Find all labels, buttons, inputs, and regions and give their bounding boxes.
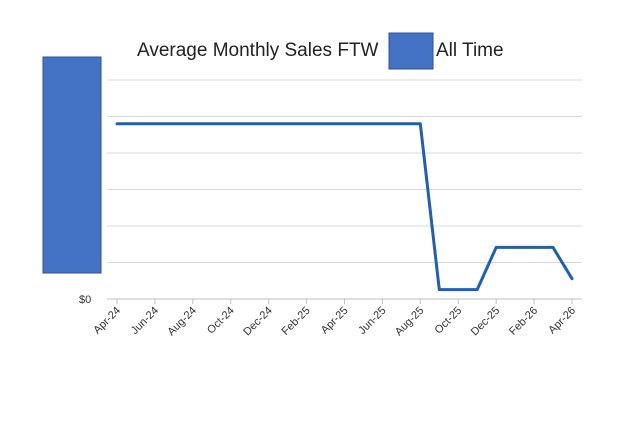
series-line [115, 122, 574, 292]
y-tick-label: $0 [79, 294, 91, 306]
x-tick-label: Oct-25 [433, 305, 465, 337]
chart-title: Average Monthly Sales FTW [137, 40, 379, 61]
series-group [115, 122, 574, 292]
x-tick-label: Feb-26 [507, 305, 540, 338]
x-tick-labels: Apr-24 Jun-24 Aug-24 Oct-24 Dec-24 Feb-25 Apr-… [91, 299, 578, 338]
x-tick-label: Jun-25 [356, 305, 388, 337]
x-tick-label: Jun-24 [129, 305, 161, 337]
x-tick-label: Dec-24 [241, 305, 275, 339]
x-tick-label: Dec-25 [469, 305, 503, 339]
gridlines [107, 79, 582, 263]
legend-swatch [388, 32, 434, 70]
x-tick-label: Oct-24 [205, 305, 237, 337]
legend-label: All Time [436, 40, 504, 61]
x-tick-label: Apr-25 [319, 305, 351, 337]
x-tick-label: Apr-24 [91, 305, 123, 337]
x-tick-label: Feb-25 [280, 305, 313, 338]
x-tick-label: Apr-26 [546, 305, 578, 337]
x-tick-label: Aug-24 [165, 305, 199, 339]
overlay-bar [42, 56, 102, 274]
x-tick-label: Aug-25 [393, 305, 427, 339]
